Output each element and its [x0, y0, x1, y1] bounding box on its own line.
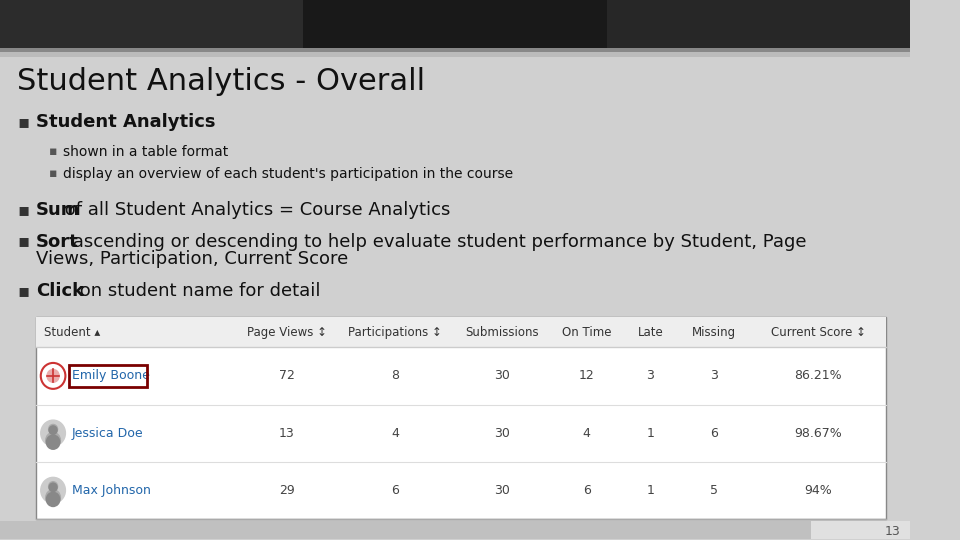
Text: On Time: On Time — [562, 326, 612, 339]
Circle shape — [48, 481, 59, 492]
Circle shape — [45, 432, 61, 449]
Text: Views, Participation, Current Score: Views, Participation, Current Score — [36, 251, 348, 268]
Bar — [0, 0, 303, 52]
Text: 3: 3 — [646, 369, 655, 382]
Text: Sum: Sum — [36, 200, 81, 219]
Circle shape — [46, 491, 60, 507]
Text: Late: Late — [637, 326, 663, 339]
Bar — [0, 52, 910, 57]
Text: Missing: Missing — [692, 326, 736, 339]
Text: 98.67%: 98.67% — [795, 427, 842, 440]
Bar — [0, 0, 910, 52]
Text: Submissions: Submissions — [465, 326, 539, 339]
Text: 4: 4 — [392, 427, 399, 440]
Text: 86.21%: 86.21% — [795, 369, 842, 382]
Text: of all Student Analytics = Course Analytics: of all Student Analytics = Course Analyt… — [59, 200, 450, 219]
Circle shape — [45, 489, 61, 506]
Text: 30: 30 — [493, 427, 510, 440]
Text: 8: 8 — [392, 369, 399, 382]
Bar — [810, 521, 910, 539]
Text: display an overview of each student's participation in the course: display an overview of each student's pa… — [62, 167, 513, 181]
Text: 6: 6 — [583, 484, 590, 497]
Text: 4: 4 — [583, 427, 590, 440]
Text: 13: 13 — [885, 525, 900, 538]
Text: ▪: ▪ — [17, 233, 30, 251]
Text: 1: 1 — [646, 484, 655, 497]
Text: 30: 30 — [493, 369, 510, 382]
Text: ▪: ▪ — [49, 167, 58, 180]
Circle shape — [48, 425, 58, 435]
Text: Student Analytics: Student Analytics — [36, 113, 216, 131]
Text: on student name for detail: on student name for detail — [74, 282, 321, 300]
Text: 12: 12 — [579, 369, 594, 382]
Text: 72: 72 — [279, 369, 295, 382]
Text: ▪: ▪ — [17, 113, 30, 131]
Circle shape — [46, 369, 60, 383]
Text: 6: 6 — [392, 484, 399, 497]
Text: Click: Click — [36, 282, 84, 300]
Text: ▪: ▪ — [17, 200, 30, 219]
Bar — [69, 365, 147, 387]
Text: Current Score ↕: Current Score ↕ — [771, 326, 866, 339]
Text: Student Analytics - Overall: Student Analytics - Overall — [17, 68, 425, 96]
Circle shape — [48, 424, 59, 435]
Bar — [0, 521, 910, 539]
Text: Participations ↕: Participations ↕ — [348, 326, 443, 339]
Text: ▪: ▪ — [49, 145, 58, 158]
Text: 30: 30 — [493, 484, 510, 497]
Text: 6: 6 — [710, 427, 718, 440]
Text: Emily Boone: Emily Boone — [72, 369, 150, 382]
Text: shown in a table format: shown in a table format — [62, 145, 228, 159]
Text: 13: 13 — [279, 427, 295, 440]
Text: Max Johnson: Max Johnson — [72, 484, 151, 497]
Text: Student ▴: Student ▴ — [43, 326, 100, 339]
Text: 94%: 94% — [804, 484, 832, 497]
Circle shape — [40, 420, 65, 446]
Circle shape — [40, 477, 65, 503]
Text: Page Views ↕: Page Views ↕ — [247, 326, 326, 339]
Circle shape — [48, 482, 58, 492]
Bar — [36, 318, 886, 347]
Text: ascending or descending to help evaluate student performance by Student, Page: ascending or descending to help evaluate… — [66, 233, 806, 251]
Bar — [0, 48, 910, 52]
Text: 5: 5 — [710, 484, 718, 497]
Text: 1: 1 — [646, 427, 655, 440]
Text: Sort: Sort — [36, 233, 79, 251]
Circle shape — [46, 434, 60, 450]
Text: 29: 29 — [279, 484, 295, 497]
Bar — [607, 0, 910, 52]
Text: 3: 3 — [710, 369, 718, 382]
Text: ▪: ▪ — [17, 282, 30, 300]
Bar — [303, 0, 607, 52]
Text: Jessica Doe: Jessica Doe — [72, 427, 144, 440]
Bar — [36, 318, 886, 519]
